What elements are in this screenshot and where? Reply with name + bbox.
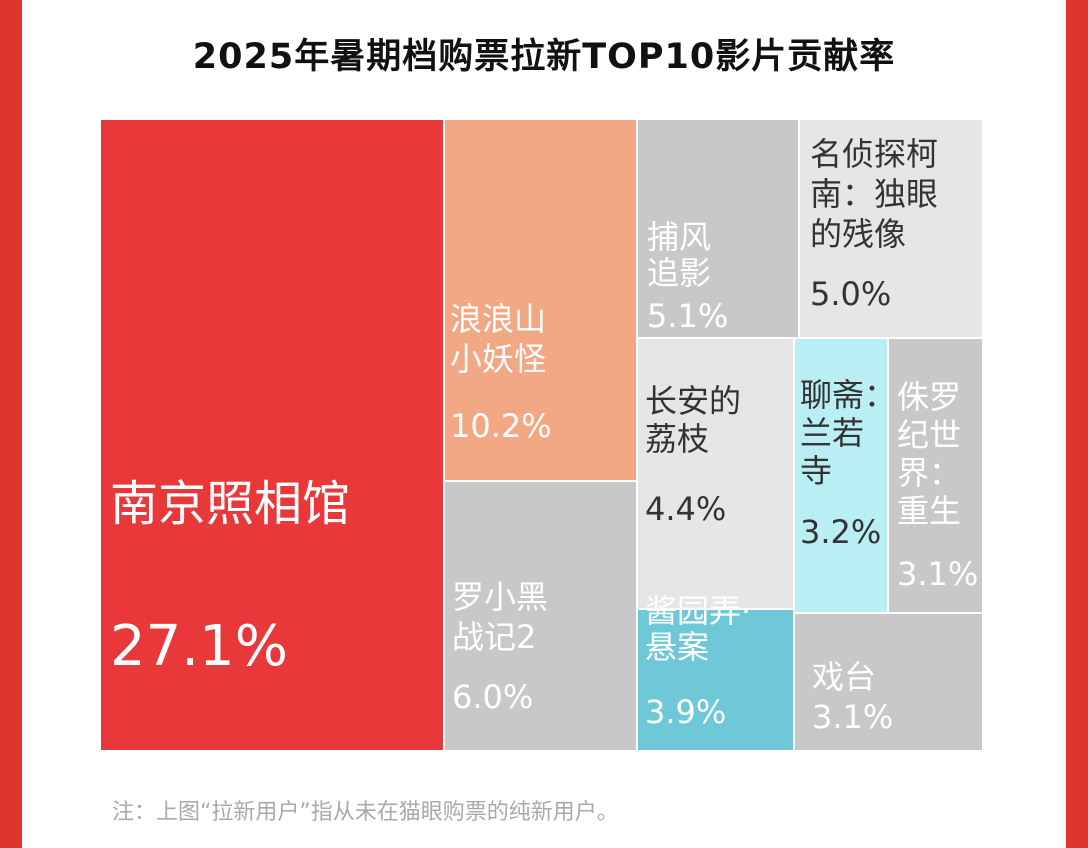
tile-1: 南京照相馆 27.1% xyxy=(101,120,443,750)
tile-rect-2 xyxy=(445,120,636,480)
tile-label-5-line-1: 名侦探柯 xyxy=(810,135,938,173)
tile-label-9-line-3: 界： xyxy=(897,454,961,492)
tile-label-3-line-2: 战记2 xyxy=(452,618,536,656)
footnote: 注：上图“拉新用户”指从未在猫眼购票的纯新用户。 xyxy=(112,800,619,825)
tile-label-3-line-1: 罗小黑 xyxy=(452,578,548,616)
tile-label-6-line-1: 长安的 xyxy=(645,382,741,420)
tile-rect-4 xyxy=(638,120,798,337)
tile-rect-6 xyxy=(638,339,793,608)
tile-7: 酱园弄·悬案 3.9% xyxy=(638,592,793,750)
tile-label-2-line-2: 小妖怪 xyxy=(450,340,546,378)
tile-label-5-line-3: 的残像 xyxy=(810,215,906,253)
tile-rect-7 xyxy=(638,610,793,750)
tile-value-9: 3.1% xyxy=(897,555,978,593)
tile-value-2: 10.2% xyxy=(450,407,552,445)
tile-label-9-line-2: 纪世 xyxy=(897,416,961,454)
chart-title: 2025年暑期档购票拉新TOP10影片贡献率 xyxy=(192,37,896,77)
tile-10: 戏台3.1% xyxy=(795,614,982,750)
tile-label-8-line-3: 寺 xyxy=(800,452,832,490)
tile-label-8-line-1: 聊斋： xyxy=(800,376,896,414)
tile-label-10-line-1: 戏台 xyxy=(812,658,876,696)
tile-value-4: 5.1% xyxy=(647,297,728,335)
tile-value-6: 4.4% xyxy=(645,490,726,528)
tile-rect-1 xyxy=(101,120,443,750)
tile-label-7-line-2: 悬案 xyxy=(645,628,709,666)
tile-value-1: 27.1% xyxy=(110,614,288,679)
tile-value-10: 3.1% xyxy=(812,698,893,736)
tile-rect-5 xyxy=(800,120,982,337)
tile-value-7: 3.9% xyxy=(645,693,726,731)
tile-value-3: 6.0% xyxy=(452,678,533,716)
tile-rect-10 xyxy=(795,614,982,750)
tile-label-2-line-1: 浪浪山 xyxy=(450,300,546,338)
tile-value-5: 5.0% xyxy=(810,275,891,313)
tile-label-1-line-1: 南京照相馆 xyxy=(110,476,350,532)
tile-value-8: 3.2% xyxy=(800,513,881,551)
tile-label-8-line-2: 兰若 xyxy=(800,414,864,452)
right-border xyxy=(1066,0,1088,848)
tile-label-9-line-1: 侏罗 xyxy=(897,378,961,416)
tile-8: 聊斋：兰若寺 3.2% xyxy=(795,339,896,612)
left-border xyxy=(0,0,22,848)
tile-rect-8 xyxy=(795,339,887,612)
tile-rect-9 xyxy=(889,339,982,612)
tile-label-7-line-1: 酱园弄· xyxy=(645,592,751,630)
tile-label-4-line-2: 追影 xyxy=(647,254,711,292)
tile-rect-3 xyxy=(445,482,636,750)
tile-label-6-line-2: 荔枝 xyxy=(645,420,709,458)
tile-label-9-line-4: 重生 xyxy=(897,492,961,530)
tile-label-4-line-1: 捕风 xyxy=(647,218,711,256)
tile-label-5-line-2: 南：独眼 xyxy=(810,175,938,213)
